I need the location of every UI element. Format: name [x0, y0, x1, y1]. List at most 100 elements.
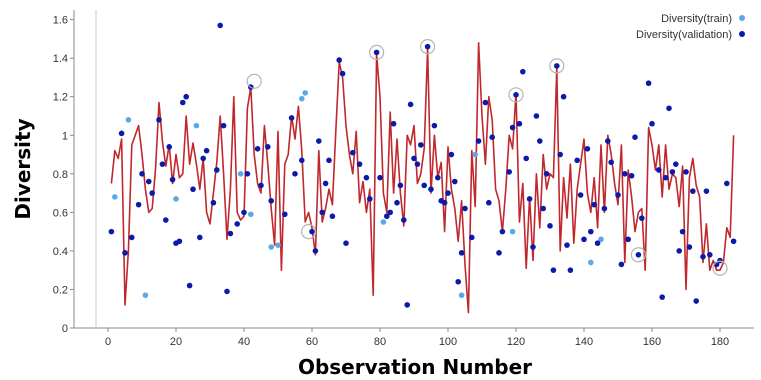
train-point — [173, 196, 179, 202]
validation-point — [584, 145, 591, 152]
validation-point — [411, 155, 417, 162]
validation-point — [387, 209, 394, 216]
validation-point — [108, 228, 115, 235]
highlight-circle — [630, 247, 647, 263]
validation-point — [339, 70, 346, 77]
validation-point — [489, 134, 496, 140]
validation-point — [618, 261, 625, 268]
validation-point — [163, 217, 169, 223]
validation-point — [441, 199, 448, 206]
validation-point — [533, 113, 540, 119]
validation-point — [516, 120, 523, 127]
y-tick-label: 0.4 — [53, 246, 68, 258]
data-points — [108, 22, 737, 308]
train-point — [112, 194, 118, 200]
y-tick-label: 0.2 — [53, 284, 68, 296]
legend-label-train: Diversity(train) — [661, 13, 732, 25]
x-tick-label: 80 — [374, 336, 386, 348]
validation-point — [265, 144, 271, 150]
series-line-path — [110, 41, 735, 314]
validation-point — [690, 188, 696, 194]
train-point — [268, 244, 275, 250]
validation-point — [676, 248, 682, 254]
validation-point — [605, 138, 611, 144]
validation-point — [397, 182, 404, 189]
y-axis-title: Diversity — [11, 118, 35, 219]
validation-point — [513, 92, 519, 98]
train-point — [248, 211, 254, 218]
x-tick-label: 140 — [575, 336, 593, 348]
validation-point — [156, 117, 162, 123]
validation-point — [203, 147, 210, 154]
validation-point — [288, 115, 295, 121]
validation-point — [601, 205, 608, 212]
validation-point — [550, 267, 557, 273]
validation-point — [326, 157, 332, 164]
validation-point — [567, 267, 574, 273]
validation-point — [666, 105, 672, 112]
validation-point — [577, 192, 584, 198]
validation-point — [418, 142, 424, 148]
validation-point — [217, 22, 223, 29]
validation-point — [632, 134, 638, 140]
validation-point — [159, 161, 166, 167]
legend-label-validation: Diversity(validation) — [636, 29, 732, 41]
x-tick-label: 60 — [306, 336, 318, 348]
validation-point — [499, 228, 506, 235]
validation-point — [669, 169, 676, 175]
validation-point — [506, 169, 512, 175]
validation-point — [645, 80, 652, 87]
validation-point — [686, 244, 693, 250]
validation-point — [118, 130, 125, 137]
highlight-circle — [712, 260, 728, 276]
validation-point — [482, 99, 489, 106]
train-point — [193, 122, 200, 129]
validation-point — [414, 161, 421, 167]
validation-point — [139, 171, 145, 177]
validation-point — [180, 99, 186, 106]
train-point — [142, 292, 149, 299]
x-tick-label: 120 — [507, 336, 525, 348]
highlight-circle — [420, 39, 436, 55]
validation-point — [448, 151, 455, 158]
validation-point — [135, 201, 142, 208]
highlight-circle — [508, 87, 524, 103]
validation-point — [316, 138, 322, 144]
validation-point — [390, 120, 397, 127]
highlight-circle — [246, 73, 262, 89]
validation-point — [540, 205, 546, 212]
validation-point — [428, 186, 434, 193]
validation-point — [635, 251, 642, 258]
legend-marker-train — [739, 15, 745, 21]
validation-point — [299, 157, 305, 164]
x-tick-label: 160 — [643, 336, 661, 348]
y-tick-label: 0 — [62, 323, 68, 335]
y-tick-label: 0.6 — [53, 207, 68, 219]
validation-point — [220, 122, 227, 129]
y-tick-label: 1.4 — [53, 53, 68, 65]
y-tick-label: 1.2 — [53, 92, 68, 104]
x-axis-ticks: 0 20 40 60 80 100 120 140 160 180 — [105, 328, 729, 348]
validation-point — [649, 120, 655, 127]
red-series-line — [110, 41, 735, 314]
validation-point — [679, 228, 686, 235]
validation-point — [693, 298, 699, 304]
x-tick-label: 0 — [105, 336, 111, 348]
validation-point — [146, 178, 152, 185]
validation-point — [662, 174, 669, 181]
x-tick-label: 40 — [238, 336, 250, 348]
validation-point — [608, 159, 614, 166]
x-tick-label: 100 — [439, 336, 457, 348]
validation-point — [588, 228, 594, 235]
validation-point — [394, 199, 400, 206]
validation-point — [458, 250, 465, 256]
validation-point — [659, 294, 665, 300]
validation-point — [401, 217, 407, 223]
validation-point — [424, 43, 431, 50]
validation-point — [543, 171, 550, 177]
validation-point — [557, 151, 563, 158]
validation-point — [700, 253, 706, 260]
validation-point — [227, 230, 234, 237]
validation-point — [373, 49, 380, 56]
